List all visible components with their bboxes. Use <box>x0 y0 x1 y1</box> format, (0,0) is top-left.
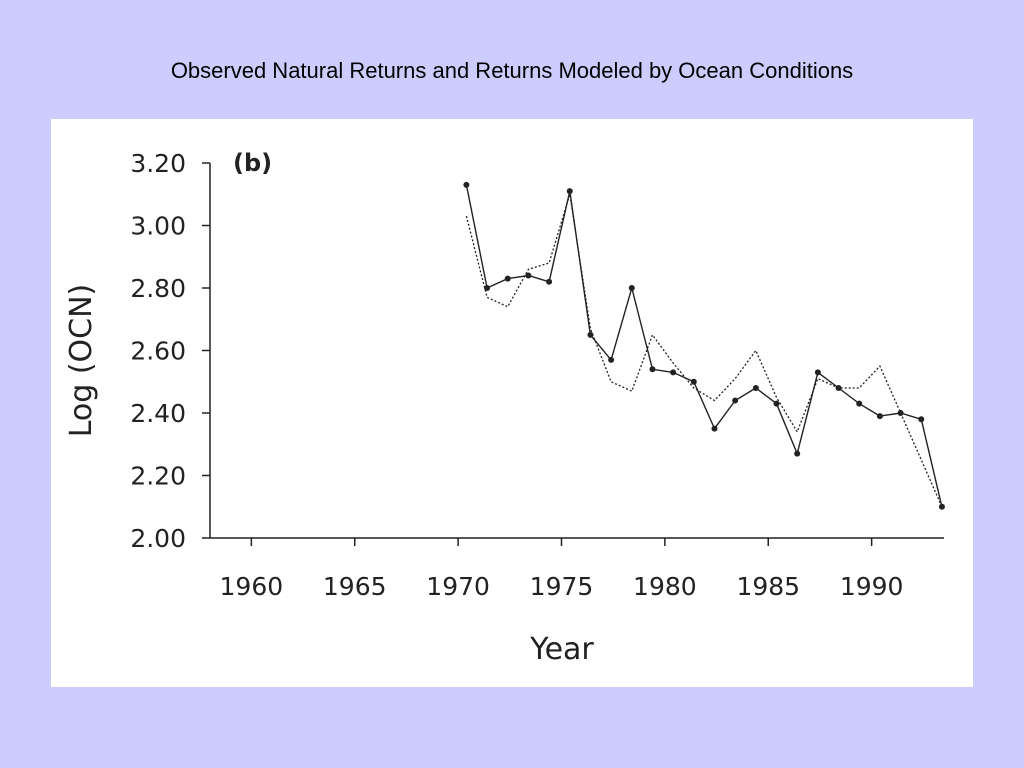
observed-data-point <box>649 366 656 373</box>
y-tick-label: 2.80 <box>130 274 186 303</box>
x-tick-label: 1985 <box>736 572 800 601</box>
observed-data-point <box>814 369 821 376</box>
series-layer <box>463 181 945 510</box>
observed-data-point <box>918 416 925 423</box>
line-chart: 2.00 2.20 2.40 2.60 2.80 3.00 3.20 1960 1965 197… <box>64 149 945 667</box>
observed-data-point <box>876 413 883 420</box>
observed-data-point <box>794 450 801 457</box>
chart-panel: 2.00 2.20 2.40 2.60 2.80 3.00 3.20 1960 1965 197… <box>51 119 973 687</box>
observed-data-point <box>752 385 759 391</box>
panel-label: (b) <box>233 149 272 177</box>
observed-data-point <box>484 285 491 291</box>
observed-data-point <box>773 400 780 407</box>
observed-data-point <box>546 278 553 285</box>
x-tick-label: 1965 <box>323 572 387 601</box>
x-axis-title: Year <box>529 632 594 667</box>
observed-data-point <box>463 181 470 188</box>
observed-data-point <box>504 275 511 282</box>
observed-data-point <box>670 369 677 376</box>
observed-data-point <box>690 378 697 385</box>
y-tick-label: 2.60 <box>130 337 186 366</box>
observed-data-point <box>856 400 863 407</box>
observed-data-point <box>525 272 532 279</box>
x-tick-label: 1975 <box>530 572 594 601</box>
observed-data-point <box>897 410 904 416</box>
y-axis-title: Log (OCN) <box>64 284 99 438</box>
slide-title: Observed Natural Returns and Returns Mod… <box>170 58 854 83</box>
observed-series-line <box>465 184 943 507</box>
y-axis-ticks: 2.00 2.20 2.40 2.60 2.80 3.00 3.20 <box>130 149 210 553</box>
observed-data-point <box>587 331 594 338</box>
observed-data-point <box>628 285 635 291</box>
x-tick-label: 1990 <box>840 572 904 601</box>
y-tick-label: 3.00 <box>130 212 186 241</box>
observed-data-point <box>938 503 945 510</box>
observed-data-point <box>566 188 573 195</box>
observed-data-point <box>608 356 615 363</box>
y-tick-label: 3.20 <box>130 149 186 178</box>
observed-data-point <box>732 397 739 404</box>
y-tick-label: 2.40 <box>130 399 186 428</box>
modeled-series-line <box>465 194 943 508</box>
x-tick-label: 1980 <box>633 572 697 601</box>
x-tick-label: 1970 <box>426 572 490 601</box>
y-tick-label: 2.20 <box>130 462 186 491</box>
y-tick-label: 2.00 <box>130 524 186 553</box>
x-tick-label: 1960 <box>220 572 284 601</box>
x-axis-ticks: 1960 1965 1970 1975 1980 1985 1990 <box>220 538 904 601</box>
observed-data-point <box>711 425 718 432</box>
